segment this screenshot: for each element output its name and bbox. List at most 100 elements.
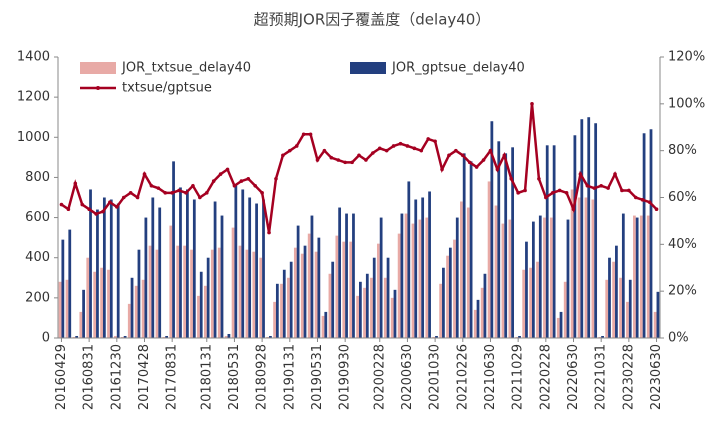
y-tick-label: 800 — [25, 170, 50, 185]
point — [433, 139, 437, 144]
bar — [296, 225, 300, 338]
x-tick-label: 20220630 — [566, 344, 581, 410]
point — [495, 167, 500, 172]
point — [460, 153, 465, 158]
bar — [199, 271, 203, 338]
bar — [455, 217, 459, 338]
bar — [93, 271, 97, 338]
line — [60, 103, 658, 233]
bar — [100, 267, 103, 338]
point — [239, 179, 244, 183]
x-tick-label: 20230228 — [621, 344, 636, 410]
bar — [68, 229, 72, 338]
bar — [490, 121, 494, 338]
bar — [155, 249, 159, 338]
bar — [89, 189, 92, 338]
bar — [428, 191, 431, 338]
point — [108, 200, 112, 204]
x-tick-label: 20190930 — [338, 344, 353, 410]
bar — [626, 301, 629, 338]
bar — [192, 199, 196, 338]
bar — [165, 335, 169, 338]
point — [294, 144, 299, 148]
bar — [601, 335, 604, 338]
bar — [400, 213, 404, 338]
point — [204, 191, 209, 195]
bar — [404, 213, 408, 338]
bar — [552, 145, 556, 338]
point — [73, 181, 78, 186]
bar — [448, 247, 452, 338]
bar — [307, 233, 311, 338]
y2-tick-label: 20% — [668, 284, 697, 299]
point — [80, 202, 85, 207]
point — [350, 160, 354, 165]
x-tick-label: 20180131 — [199, 344, 214, 410]
legend-swatch — [350, 62, 386, 74]
bar — [370, 277, 373, 338]
point — [412, 146, 417, 151]
bar — [511, 147, 514, 338]
point — [585, 183, 590, 188]
bar — [82, 289, 85, 338]
bar — [460, 201, 463, 338]
bar — [594, 123, 598, 338]
point — [142, 172, 147, 176]
point — [467, 160, 472, 165]
bar — [536, 261, 539, 338]
point — [654, 207, 659, 212]
bar — [476, 299, 480, 338]
bar — [580, 119, 584, 338]
bar — [501, 223, 505, 338]
bar — [365, 273, 369, 338]
bar — [605, 279, 609, 338]
point — [128, 191, 133, 195]
x-tick-label: 20160429 — [54, 344, 69, 410]
bar — [275, 283, 279, 338]
bar — [639, 215, 643, 338]
point — [440, 167, 444, 172]
bar — [234, 185, 238, 338]
bar — [120, 336, 124, 338]
bar — [224, 335, 228, 338]
bar — [127, 303, 131, 338]
bar — [566, 219, 570, 338]
x-tick-label: 20180928 — [255, 344, 270, 410]
bar — [65, 279, 69, 338]
bar — [359, 281, 362, 338]
bar — [252, 251, 256, 338]
bar — [349, 241, 353, 338]
bar — [137, 249, 141, 338]
bar — [515, 336, 519, 338]
bar — [577, 197, 581, 338]
bar — [615, 245, 618, 338]
bar — [328, 273, 332, 338]
bar — [619, 277, 622, 338]
legend-swatch — [80, 62, 116, 74]
bar — [545, 145, 549, 338]
x-tick-label: 20180531 — [227, 344, 242, 410]
point — [398, 141, 403, 146]
bar — [183, 245, 187, 338]
bar — [591, 199, 595, 338]
bar — [421, 197, 425, 338]
point — [101, 209, 105, 214]
bar — [473, 309, 477, 338]
bar — [321, 315, 325, 338]
bar — [563, 281, 567, 338]
bar — [525, 241, 528, 338]
bar — [176, 245, 180, 338]
point — [578, 172, 583, 176]
x-tick-label: 20160831 — [82, 344, 97, 410]
bar — [141, 279, 145, 338]
point — [329, 155, 334, 160]
bar — [621, 213, 625, 338]
bar — [231, 227, 235, 338]
point — [371, 151, 375, 155]
legend-label: txtsue/gptsue — [122, 81, 212, 96]
point — [633, 195, 638, 200]
point — [502, 153, 507, 158]
bar — [352, 213, 355, 338]
chart-title: 超预期JOR因子覆盖度（delay40） — [254, 11, 491, 29]
point — [647, 200, 652, 204]
